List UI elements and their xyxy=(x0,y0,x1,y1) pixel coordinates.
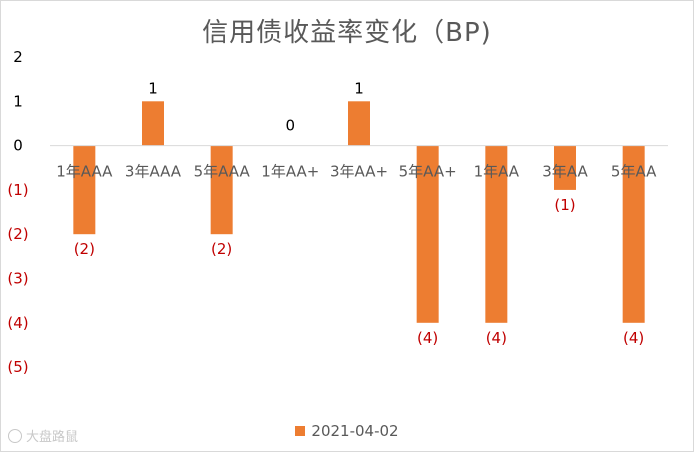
data-label: (4) xyxy=(623,329,644,347)
data-label: (4) xyxy=(486,329,507,347)
data-label: 1 xyxy=(354,79,364,97)
y-tick-label: (4) xyxy=(7,314,28,332)
bar xyxy=(210,145,233,235)
data-label: 1 xyxy=(148,79,158,97)
data-label: (2) xyxy=(211,240,232,258)
bar xyxy=(485,145,508,323)
bar xyxy=(416,145,439,323)
watermark: 大盘路鼠 xyxy=(8,426,78,445)
watermark-text: 大盘路鼠 xyxy=(26,430,79,445)
x-tick-label: 1年AA+ xyxy=(261,163,319,181)
bar xyxy=(554,145,576,190)
x-tick-label: 3年AA xyxy=(542,163,588,181)
x-tick-label: 5年AA xyxy=(611,163,657,181)
x-tick-label: 3年AA+ xyxy=(330,163,388,181)
y-tick-label: 2 xyxy=(13,48,23,66)
data-label: (2) xyxy=(74,240,95,258)
bar xyxy=(73,145,96,235)
x-tick-label: 1年AAA xyxy=(56,163,113,181)
x-tick-label: 3年AAA xyxy=(125,163,182,181)
y-tick-label: (3) xyxy=(7,270,28,288)
y-tick-label: 1 xyxy=(13,92,23,110)
bar xyxy=(142,101,164,146)
data-label: (4) xyxy=(417,329,438,347)
x-tick-label: 1年AA xyxy=(474,163,520,181)
data-label: 0 xyxy=(286,117,296,135)
y-tick-label: (1) xyxy=(7,181,28,199)
bar xyxy=(622,145,645,323)
x-tick-label: 5年AA+ xyxy=(399,163,457,181)
watermark-logo-icon xyxy=(8,428,22,443)
x-tick-label: 5年AAA xyxy=(194,163,251,181)
data-label: (1) xyxy=(554,196,575,214)
y-tick-label: 0 xyxy=(13,137,23,155)
legend-label: 2021-04-02 xyxy=(311,422,399,440)
legend-swatch xyxy=(295,426,306,436)
y-tick-label: (2) xyxy=(7,225,28,243)
legend: 2021-04-02 xyxy=(0,422,694,440)
bar xyxy=(348,101,370,146)
chart-title: 信用债收益率变化（BP) xyxy=(202,18,492,48)
y-tick-label: (5) xyxy=(7,358,28,376)
